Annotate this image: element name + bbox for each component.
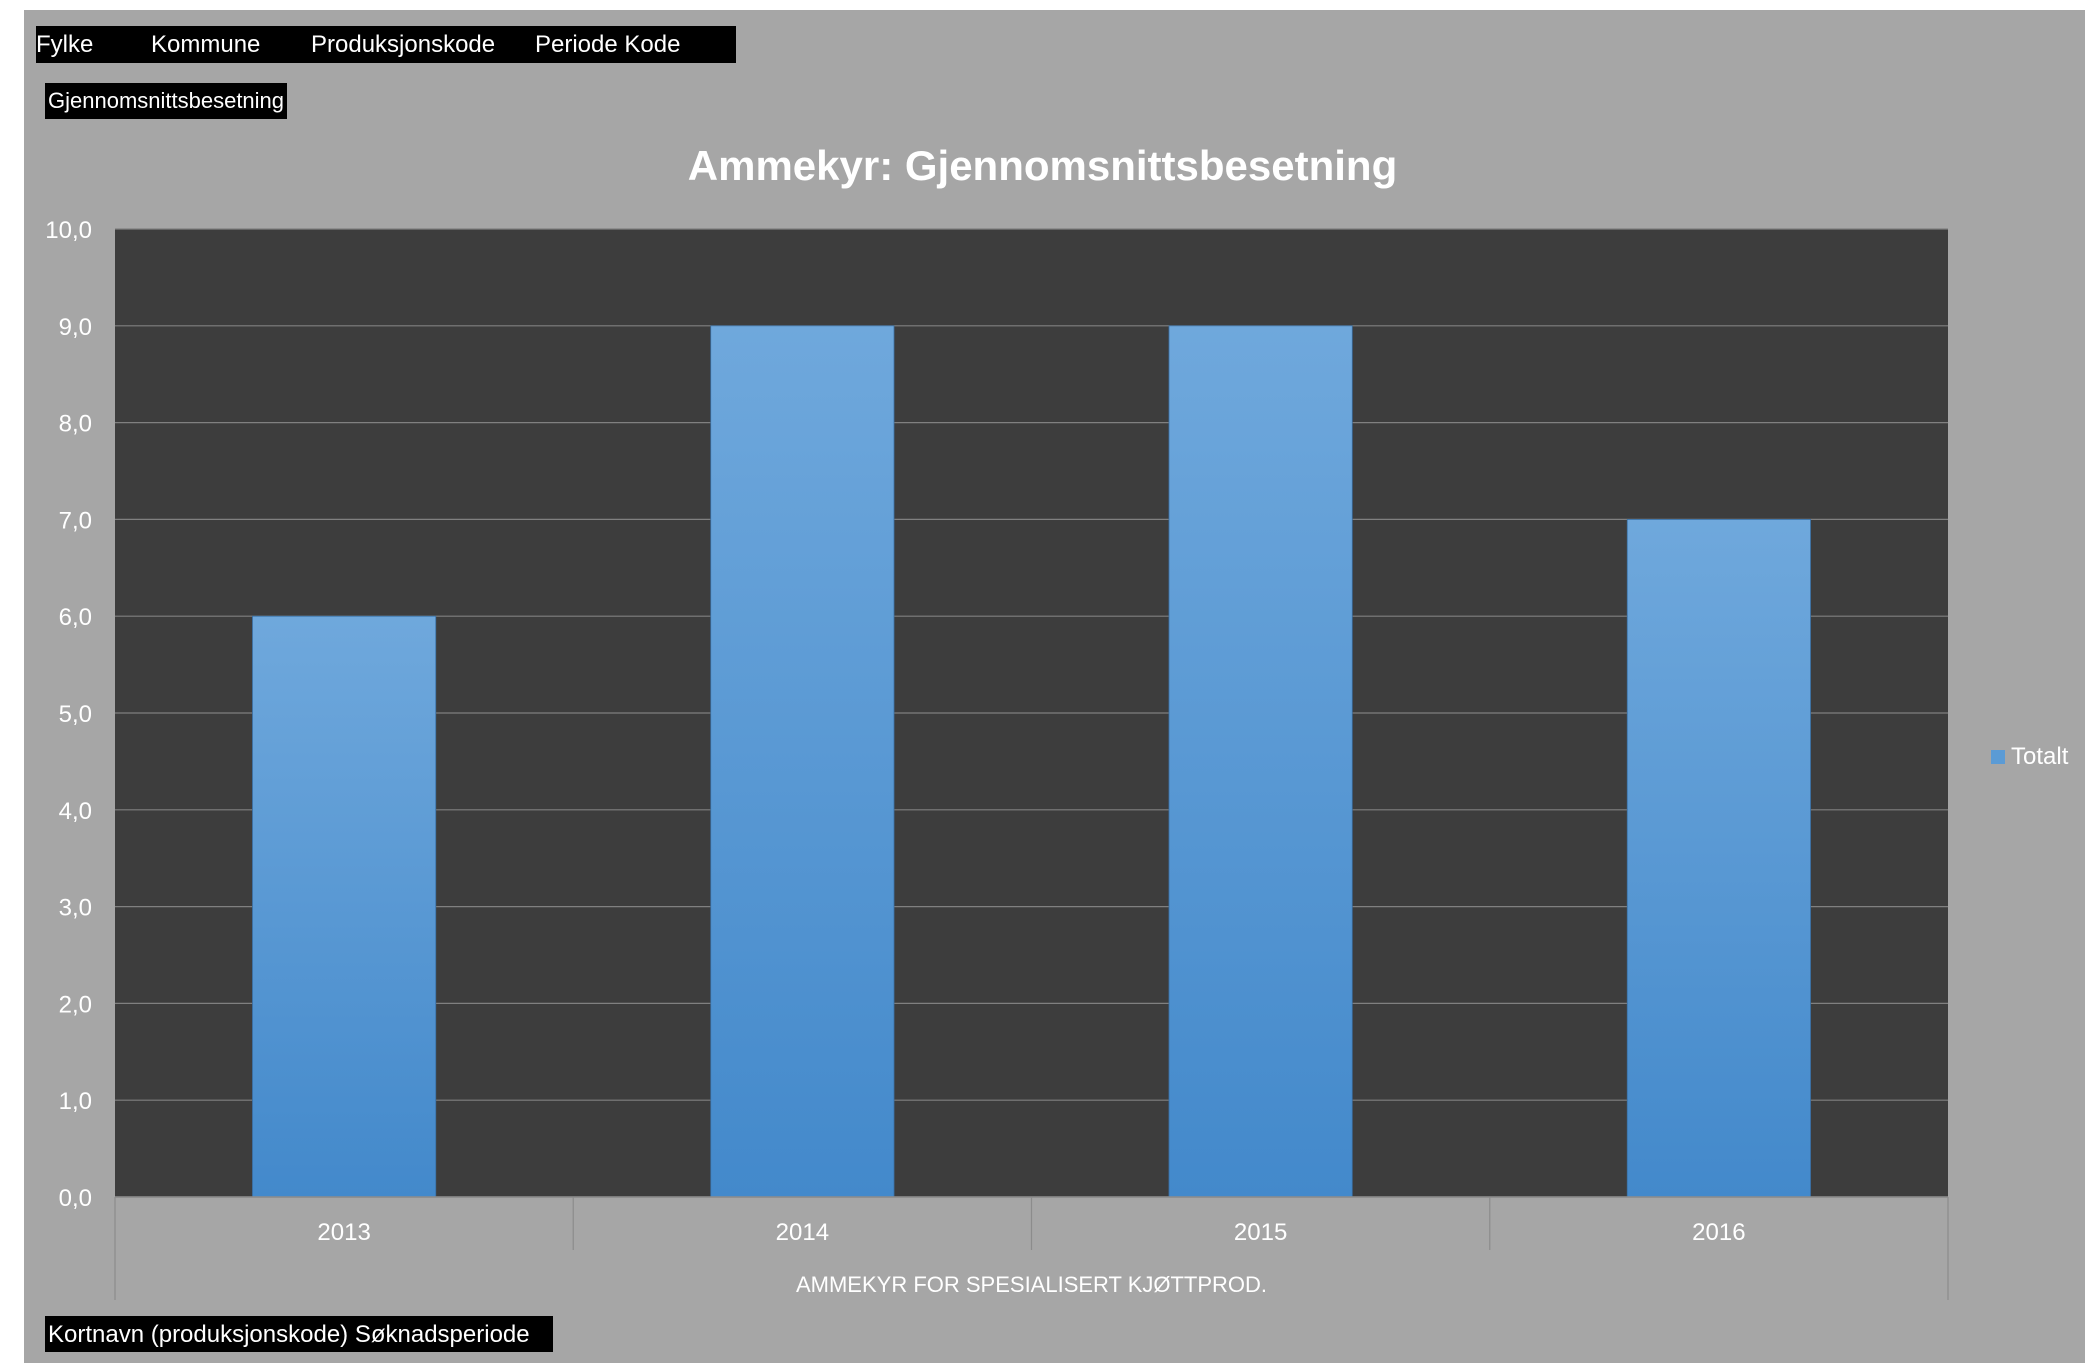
y-tick-label: 2,0	[59, 991, 92, 1018]
y-tick-label: 6,0	[59, 604, 92, 631]
filter-button-kommune[interactable]: Kommune	[151, 31, 261, 58]
x-tick-label: 2016	[1692, 1219, 1745, 1246]
y-tick-label: 0,0	[59, 1185, 92, 1212]
filter-button-fylke[interactable]: Fylke	[36, 31, 94, 58]
x-tick-label: 2013	[317, 1219, 370, 1246]
axis-field-button[interactable]: Kortnavn (produksjonskode) Søknadsperiod…	[45, 1316, 553, 1352]
category-group-label: AMMEKYR FOR SPESIALISERT KJØTTPROD.	[796, 1272, 1267, 1297]
x-tick-label: 2015	[1234, 1219, 1287, 1246]
filter-button-produksjonskode[interactable]: Produksjonskode	[311, 31, 496, 58]
y-tick-label: 10,0	[45, 217, 92, 244]
bar-2015	[1168, 325, 1353, 1198]
y-tick-label: 4,0	[59, 798, 92, 825]
legend: Totalt	[1991, 743, 2068, 771]
bar-2014	[710, 325, 895, 1198]
x-tick-label: 2014	[776, 1219, 829, 1246]
y-tick-label: 1,0	[59, 1088, 92, 1115]
legend-swatch	[1991, 750, 2005, 764]
y-tick-label: 8,0	[59, 411, 92, 438]
y-tick-label: 9,0	[59, 314, 92, 341]
bar-2016	[1626, 519, 1811, 1198]
y-tick-label: 5,0	[59, 701, 92, 728]
chart-title: Ammekyr: Gjennomsnittsbesetning	[687, 142, 1398, 189]
filter-button-periode-kode[interactable]: Periode Kode	[535, 31, 681, 58]
y-tick-label: 7,0	[59, 507, 92, 534]
filter-field-bar: Fylke Kommune Produksjonskode Periode Ko…	[36, 26, 736, 63]
bar-2013	[252, 615, 437, 1198]
y-tick-label: 3,0	[59, 895, 92, 922]
value-field-button[interactable]: Gjennomsnittsbesetning	[45, 83, 288, 119]
legend-label-totalt: Totalt	[2011, 743, 2069, 770]
